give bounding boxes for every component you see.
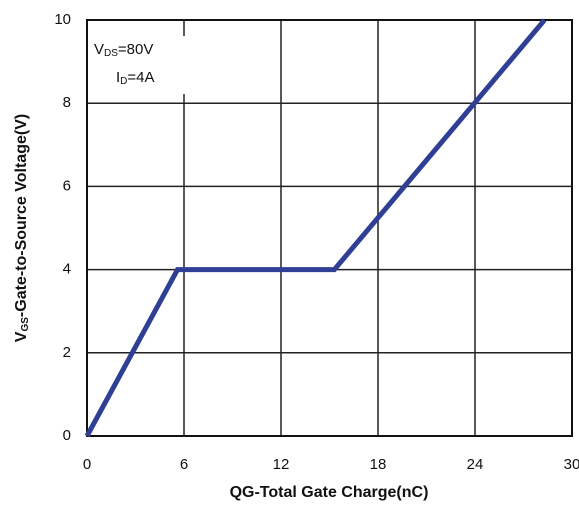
annotation: VDS=80V xyxy=(94,41,153,59)
y-axis-label-subscript: GS xyxy=(20,317,31,332)
y-tick-label: 10 xyxy=(54,11,71,28)
y-tick-label: 4 xyxy=(63,261,71,278)
x-tick-label: 24 xyxy=(467,456,484,473)
x-tick-label: 0 xyxy=(83,456,91,473)
y-axis-label: VGS-Gate-to-Source Voltage(V) xyxy=(13,114,30,342)
plot-frame xyxy=(86,19,573,437)
annotation: ID=4A xyxy=(116,69,155,87)
x-axis-label: QG-Total Gate Charge(nC) xyxy=(230,484,429,501)
y-axis-label-text: -Gate-to-Source Voltage(V) xyxy=(13,114,30,317)
y-tick-label: 0 xyxy=(63,427,71,444)
x-tick-label: 12 xyxy=(273,456,290,473)
data-line xyxy=(84,18,547,438)
y-tick-label: 8 xyxy=(63,94,71,111)
annotation-text: =4A xyxy=(127,69,154,86)
y-axis-label-text: V xyxy=(13,331,30,342)
annotation-text: V xyxy=(94,41,104,58)
annotation-text: I xyxy=(116,69,120,86)
annotation-text: =80V xyxy=(118,41,153,58)
y-tick-label: 2 xyxy=(63,344,71,361)
x-tick-label: 18 xyxy=(370,456,387,473)
annotation-subscript: DS xyxy=(104,48,118,59)
x-tick-label: 30 xyxy=(564,456,579,473)
y-tick-label: 6 xyxy=(63,177,71,194)
x-tick-label: 6 xyxy=(180,456,188,473)
annotation-background xyxy=(90,36,186,94)
grid xyxy=(86,19,573,437)
annotation-subscript: D xyxy=(120,76,127,87)
